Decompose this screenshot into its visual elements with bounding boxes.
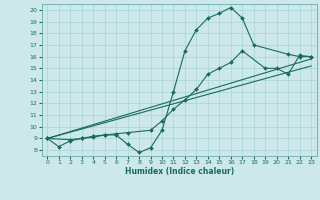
X-axis label: Humidex (Indice chaleur): Humidex (Indice chaleur)	[124, 167, 234, 176]
